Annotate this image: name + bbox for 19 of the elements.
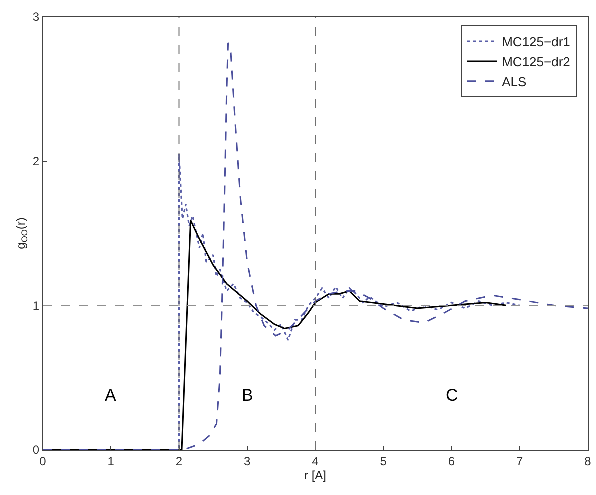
y-tick-label: 2 <box>32 154 40 169</box>
x-axis-title: r [A] <box>304 468 327 482</box>
annotation: B <box>242 386 254 405</box>
x-tick-label: 2 <box>176 454 183 468</box>
x-tick-label: 7 <box>516 454 524 468</box>
y-tick-label: 0 <box>32 443 40 458</box>
y-tick-label: 1 <box>32 298 40 313</box>
legend-label: MC125−dr2 <box>502 54 570 70</box>
y-tick-label: 3 <box>32 10 40 24</box>
annotation: A <box>105 386 117 405</box>
x-tick-label: 1 <box>108 454 115 468</box>
x-tick-label: 8 <box>584 454 592 468</box>
x-tick-label: 3 <box>244 454 252 468</box>
legend-label: MC125−dr1 <box>502 34 570 50</box>
annotation: C <box>446 386 458 405</box>
x-tick-label: 6 <box>448 454 456 468</box>
x-tick-label: 4 <box>312 454 320 468</box>
legend-label: ALS <box>502 74 527 90</box>
x-tick-label: 5 <box>380 454 388 468</box>
